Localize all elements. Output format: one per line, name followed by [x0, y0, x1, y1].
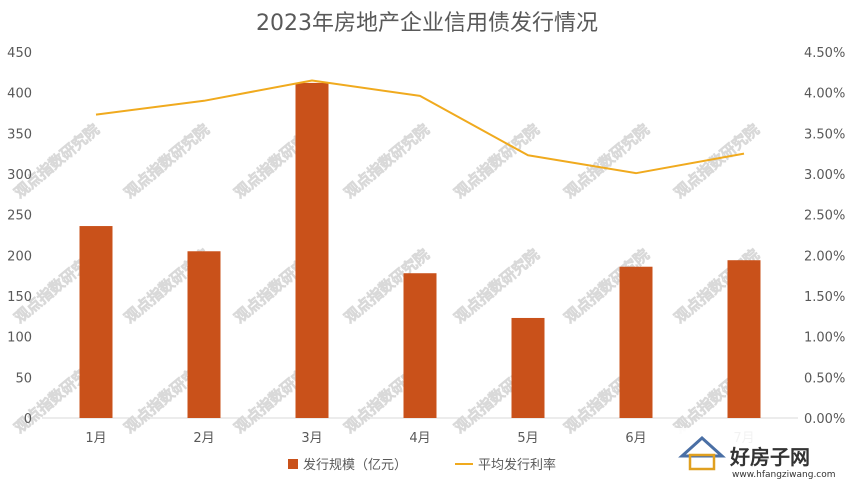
x-tick-label: 4月: [409, 431, 430, 446]
bar: [403, 273, 437, 418]
bar-series: [79, 82, 761, 418]
y-axis-left: 0 50 100 150 200 250 300 350 400 450: [7, 46, 32, 427]
house-body-icon: [688, 453, 716, 471]
y-left-tick-label: 350: [7, 127, 32, 142]
y-left-tick-label: 250: [7, 209, 32, 224]
legend-bar-swatch: [288, 459, 298, 469]
x-tick-label: 3月: [301, 431, 322, 446]
bar: [295, 82, 329, 418]
line-series: [95, 79, 745, 175]
y-right-tick-label: 4.00%: [804, 87, 845, 102]
y-right-tick-label: 3.50%: [804, 127, 845, 142]
y-right-tick-label: 1.50%: [804, 290, 845, 305]
y-left-tick-label: 450: [7, 46, 32, 61]
y-left-tick-label: 100: [7, 331, 32, 346]
legend-line-label: 平均发行利率: [478, 457, 556, 473]
y-left-tick-label: 0: [24, 412, 32, 427]
y-left-tick-label: 300: [7, 168, 32, 183]
logo-text: 好房子网: [729, 445, 810, 469]
y-left-tick-label: 400: [7, 87, 32, 102]
x-tick-label: 1月: [85, 431, 106, 446]
legend-bar-label: 发行规模（亿元）: [303, 457, 407, 473]
y-right-tick-label: 3.00%: [804, 168, 845, 183]
y-axis-right: 0.00% 0.50% 1.00% 1.50% 2.00% 2.50% 3.00% 3.50%…: [804, 46, 845, 427]
y-right-tick-label: 2.00%: [804, 249, 845, 264]
logo-backdrop: [652, 428, 852, 480]
bar: [187, 251, 221, 418]
y-right-tick-label: 2.50%: [804, 209, 845, 224]
legend[interactable]: 发行规模（亿元） 平均发行利率: [288, 457, 556, 473]
bar: [511, 317, 545, 418]
bar: [727, 260, 761, 418]
logo-url: www.hfangziwang.com: [732, 470, 836, 480]
x-tick-label: 5月: [517, 431, 538, 446]
y-right-tick-label: 1.00%: [804, 331, 845, 346]
x-tick-label: 6月: [625, 431, 646, 446]
watermark-stamp: 观点指数研究院: [671, 121, 763, 202]
watermark-stamp: 观点指数研究院: [121, 121, 213, 202]
y-left-tick-label: 150: [7, 290, 32, 305]
x-tick-label: 2月: [193, 431, 214, 446]
y-left-tick-label: 50: [15, 371, 32, 386]
bar: [79, 226, 113, 418]
y-right-tick-label: 4.50%: [804, 46, 845, 61]
watermark-stamp: 观点指数研究院: [341, 121, 433, 202]
watermark-stamp: 观点指数研究院: [561, 121, 653, 202]
bar: [619, 266, 653, 418]
watermark-stamp: 观点指数研究院: [451, 246, 543, 327]
y-right-tick-label: 0.00%: [804, 412, 845, 427]
y-left-tick-label: 200: [7, 249, 32, 264]
y-right-tick-label: 0.50%: [804, 371, 845, 386]
chart-title: 2023年房地产企业信用债发行情况: [256, 11, 598, 36]
watermark-stamp: 观点指数研究院: [451, 121, 543, 202]
